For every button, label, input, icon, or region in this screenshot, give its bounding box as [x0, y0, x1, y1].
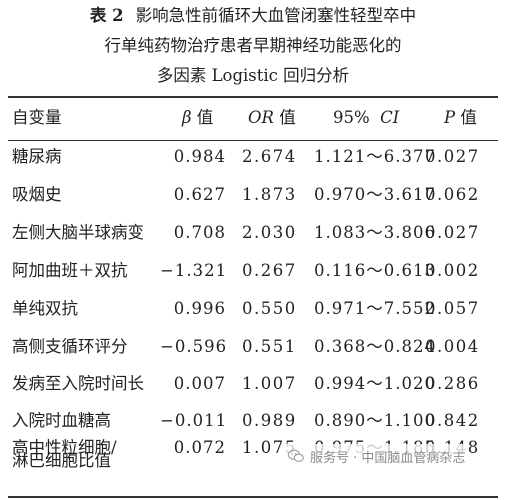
cell-or: 2.030	[242, 223, 297, 242]
cell-p: 0.057	[425, 299, 480, 318]
cell-ci: 0.890～1.100	[314, 411, 436, 430]
header-ci: 95% CI	[333, 108, 399, 128]
cell-beta: 0.708	[173, 223, 226, 242]
cell-p: 0.842	[425, 411, 480, 430]
table-row: 单纯双抗 0.996 0.550 0.971～7.552 0.057	[0, 298, 506, 322]
cell-variable: 左侧大脑半球病变	[12, 223, 144, 242]
cell-beta: −0.011	[160, 411, 228, 430]
header-variable: 自变量	[12, 108, 62, 127]
beta-suffix: 值	[191, 108, 214, 127]
cell-variable: 糖尿病	[12, 147, 62, 166]
cell-p: 0.027	[425, 223, 480, 242]
table-number: 表 2	[89, 6, 124, 25]
table-header-rule	[8, 140, 498, 141]
cell-beta: −0.596	[160, 337, 228, 356]
cell-variable: 高侧支循环评分	[12, 337, 128, 356]
cell-beta: 0.996	[173, 299, 226, 318]
cell-ci: 1.121～6.377	[314, 147, 436, 166]
table-caption-line-2: 行单纯药物治疗患者早期神经功能恶化的	[104, 36, 402, 55]
cell-variable: 入院时血糖高	[12, 411, 111, 430]
cell-beta: 0.007	[173, 374, 226, 393]
cell-or: 2.674	[242, 147, 297, 166]
cell-beta: 0.627	[173, 185, 226, 204]
cell-ci: 0.116～0.613	[314, 261, 436, 280]
watermark-text: 服务号 · 中国脑血管病杂志	[310, 450, 466, 466]
table-row: 阿加曲班＋双抗 −1.321 0.267 0.116～0.613 0.002	[0, 260, 506, 284]
cell-p: 0.062	[425, 185, 480, 204]
cell-beta: 0.072	[173, 438, 226, 457]
ci-prefix: 95%	[333, 108, 381, 127]
cell-or: 0.989	[242, 411, 297, 430]
cell-variable: 高中性粒细胞/	[12, 438, 117, 457]
cell-or: 0.551	[242, 337, 297, 356]
or-suffix: 值	[273, 108, 296, 127]
cell-or: 1.007	[242, 374, 297, 393]
wechat-icon	[287, 449, 304, 462]
table-caption-text-1: 影响急性前循环大血管闭塞性轻型卒中	[135, 6, 417, 25]
p-symbol: P	[444, 108, 456, 127]
beta-symbol: β	[182, 108, 192, 127]
cell-p: 0.002	[425, 261, 480, 280]
cell-beta: −1.321	[160, 261, 228, 280]
cell-beta: 0.984	[173, 147, 226, 166]
ci-symbol: CI	[380, 108, 400, 127]
header-p: P 值	[444, 108, 477, 128]
table-row: 糖尿病 0.984 2.674 1.121～6.377 0.027	[0, 146, 506, 170]
table-row: 左侧大脑半球病变 0.708 2.030 1.083～3.806 0.027	[0, 222, 506, 246]
table-row: 发病至入院时间长 0.007 1.007 0.994～1.020 0.286	[0, 373, 506, 397]
table-row: 高侧支循环评分 −0.596 0.551 0.368～0.824 0.004	[0, 336, 506, 360]
cell-variable-continuation: 淋巴细胞比值	[12, 451, 111, 470]
table-row: 吸烟史 0.627 1.873 0.970～3.617 0.062	[0, 184, 506, 208]
watermark: 服务号 · 中国脑血管病杂志	[283, 444, 470, 468]
cell-ci: 1.083～3.806	[314, 223, 436, 242]
cell-p: 0.004	[425, 337, 480, 356]
cell-variable: 吸烟史	[12, 185, 62, 204]
or-symbol: OR	[248, 108, 274, 127]
cell-p: 0.027	[425, 147, 480, 166]
cell-or: 1.873	[242, 185, 297, 204]
table-caption-line-1: 表 2 影响急性前循环大血管闭塞性轻型卒中	[0, 6, 506, 26]
cell-variable: 单纯双抗	[12, 299, 78, 318]
cell-or: 0.550	[242, 299, 297, 318]
header-beta: β 值	[182, 108, 213, 128]
cell-or: 0.267	[242, 261, 297, 280]
table-bottom-rule	[8, 496, 498, 498]
cell-ci: 0.368～0.824	[314, 337, 436, 356]
cell-or: 1.075	[242, 438, 297, 457]
header-or: OR 值	[248, 108, 296, 128]
cell-variable: 阿加曲班＋双抗	[12, 261, 128, 280]
cell-ci: 0.970～3.617	[314, 185, 436, 204]
cell-p: 0.286	[425, 374, 480, 393]
cell-ci: 0.994～1.020	[314, 374, 436, 393]
table-top-rule	[8, 96, 498, 98]
cell-ci: 0.971～7.552	[314, 299, 436, 318]
table-row: 入院时血糖高 −0.011 0.989 0.890～1.100 0.842	[0, 410, 506, 434]
cell-variable: 发病至入院时间长	[12, 374, 144, 393]
p-suffix: 值	[455, 108, 477, 127]
table-caption-line-3: 多因素 Logistic 回归分析	[156, 66, 350, 85]
